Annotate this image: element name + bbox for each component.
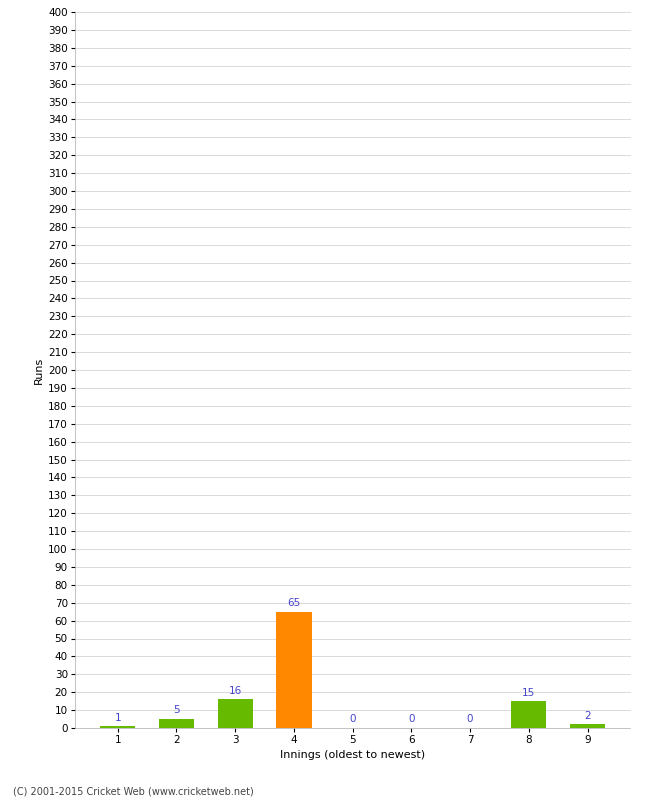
Y-axis label: Runs: Runs bbox=[34, 356, 44, 384]
Text: (C) 2001-2015 Cricket Web (www.cricketweb.net): (C) 2001-2015 Cricket Web (www.cricketwe… bbox=[13, 786, 254, 796]
Bar bbox=[512, 701, 547, 728]
Bar bbox=[570, 725, 605, 728]
Bar bbox=[218, 699, 253, 728]
Text: 5: 5 bbox=[173, 706, 179, 715]
Text: 0: 0 bbox=[408, 714, 415, 725]
Text: 0: 0 bbox=[467, 714, 473, 725]
Bar bbox=[159, 719, 194, 728]
Text: 16: 16 bbox=[229, 686, 242, 696]
Text: 15: 15 bbox=[522, 687, 536, 698]
Text: 2: 2 bbox=[584, 711, 591, 721]
Text: 1: 1 bbox=[114, 713, 121, 722]
Bar bbox=[100, 726, 135, 728]
Bar bbox=[276, 612, 311, 728]
Text: 0: 0 bbox=[350, 714, 356, 725]
Text: 65: 65 bbox=[287, 598, 300, 608]
X-axis label: Innings (oldest to newest): Innings (oldest to newest) bbox=[280, 750, 425, 761]
